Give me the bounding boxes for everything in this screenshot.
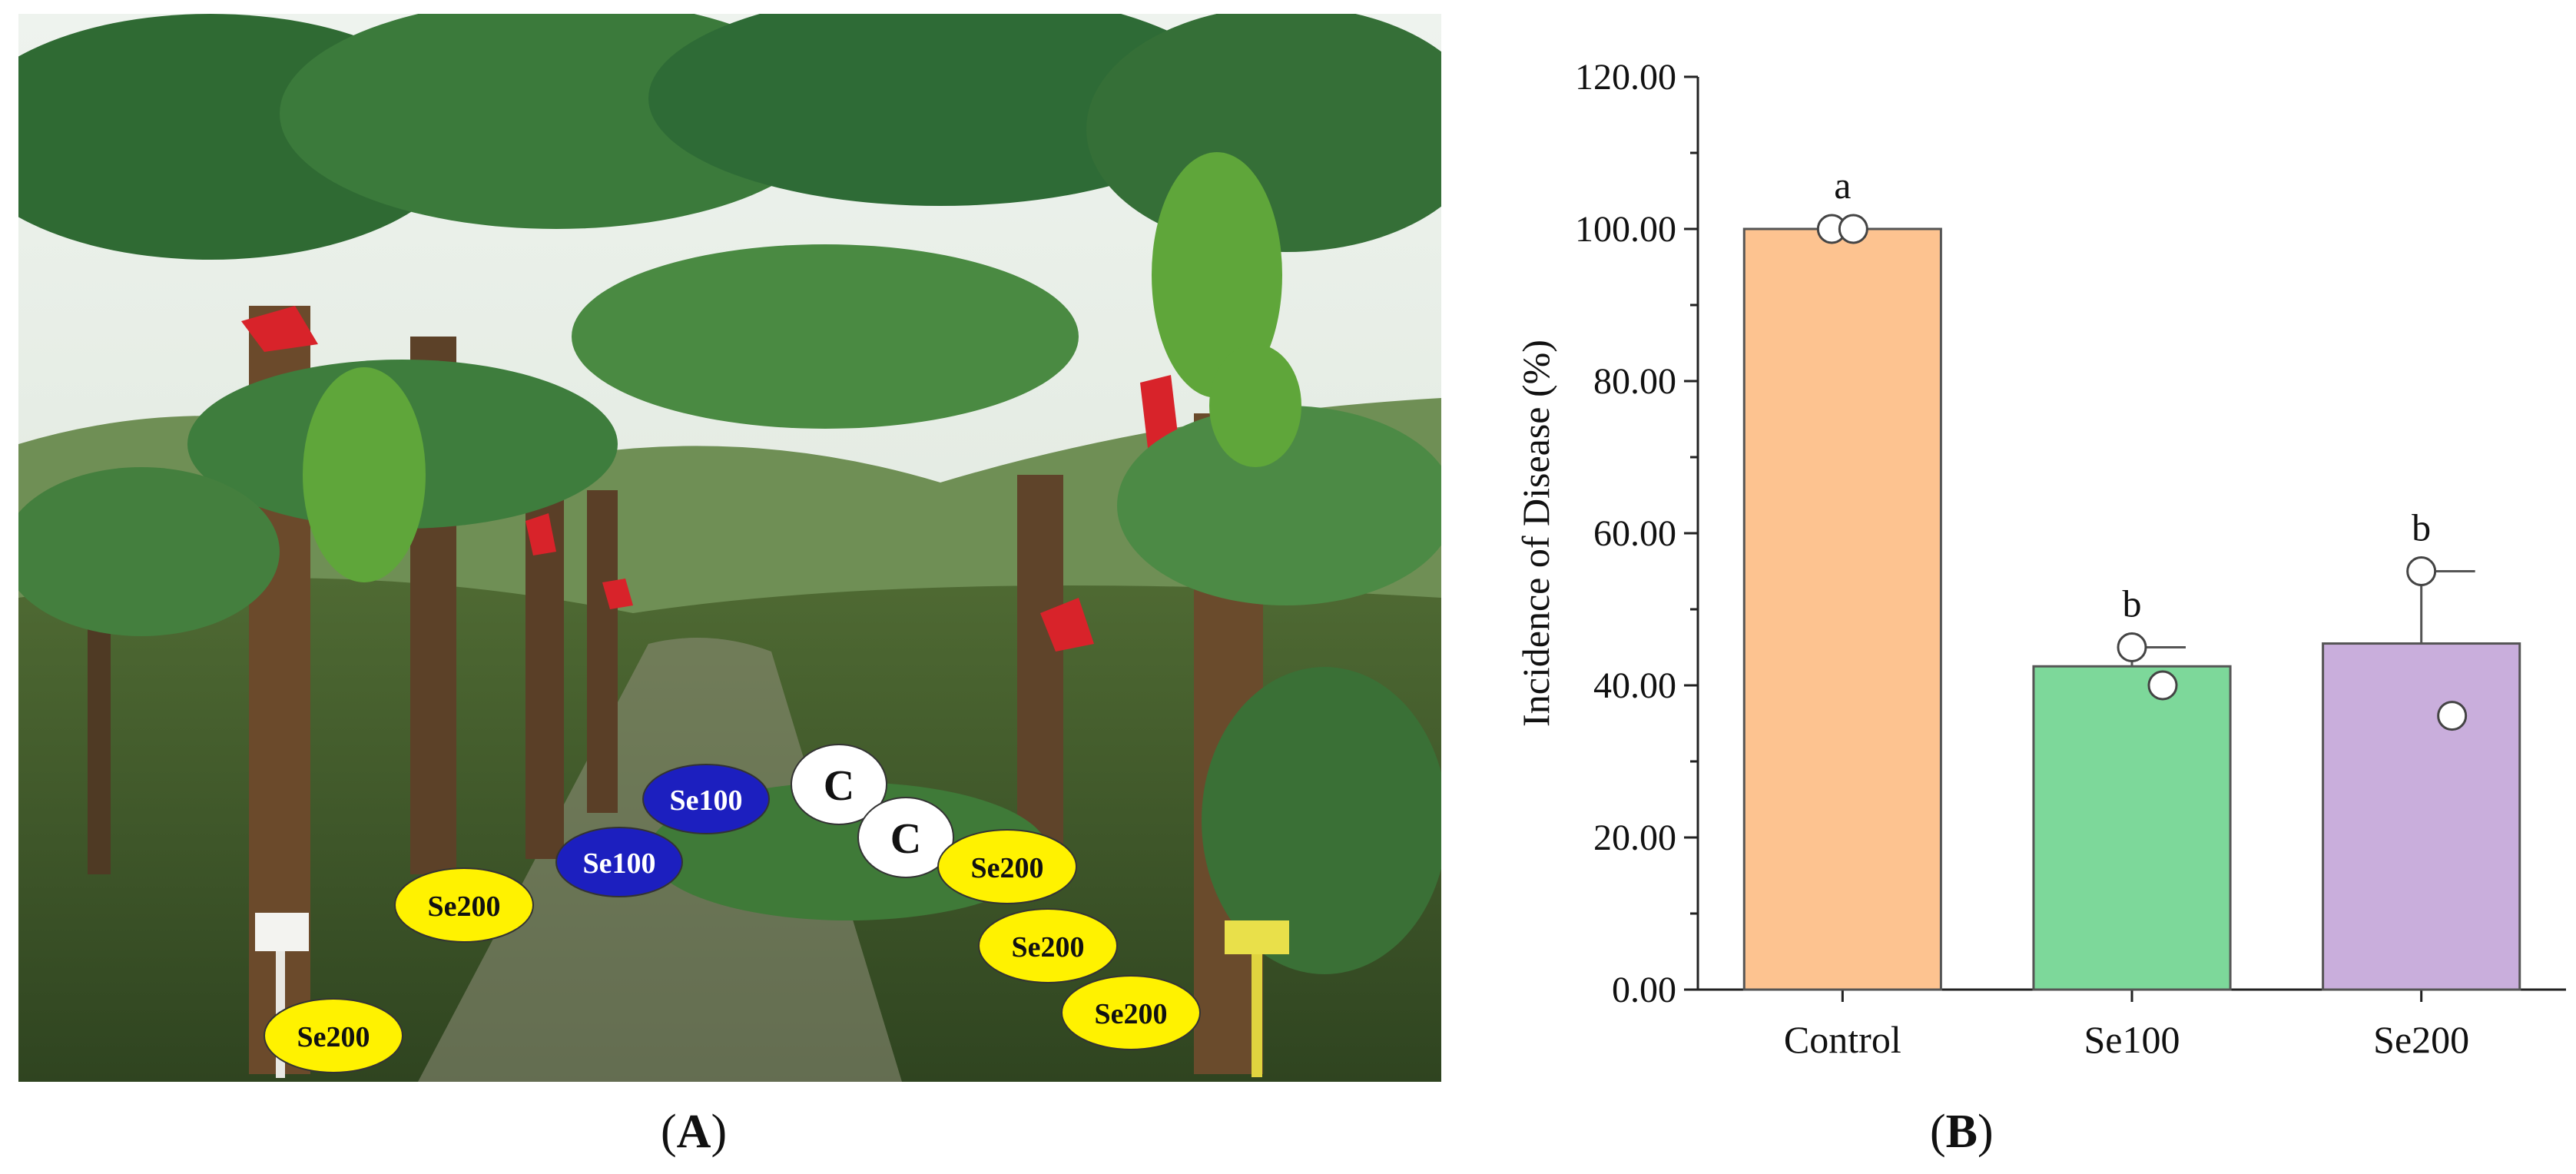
treatment-label-se200: Se200 [1061, 975, 1201, 1050]
treatment-label-c: C [857, 797, 954, 878]
treatment-label-se100: Se100 [555, 827, 683, 897]
treatment-label-se100: Se100 [642, 764, 770, 834]
label-oval [555, 827, 683, 897]
treatment-label-se200: Se200 [978, 908, 1118, 983]
label-oval [642, 764, 770, 834]
label-oval [264, 998, 403, 1073]
treatment-label-se200: Se200 [937, 829, 1077, 904]
label-text: Se100 [583, 847, 656, 880]
chart-svg: Incidence of Disease (%) 0.00 20.00 40.00 6… [1514, 57, 2566, 1061]
y-tick-label: 100.00 [1575, 209, 1676, 250]
data-point [2406, 556, 2437, 586]
y-tick-label: 80.00 [1593, 361, 1676, 402]
bars: a b b [1742, 164, 2521, 991]
label-text: Se200 [971, 852, 1044, 884]
x-tick-label: Se200 [2373, 1018, 2469, 1061]
label-text: Se200 [1012, 931, 1085, 963]
treatment-labels: Se100 Se100 CC Se200 Se200 Se200 Se200 Se200 [264, 744, 1201, 1073]
significance-letter: a [1834, 164, 1851, 207]
label-oval [937, 829, 1077, 904]
label-oval [978, 908, 1118, 983]
label-text: Se200 [428, 890, 501, 923]
treatment-label-se200: Se200 [394, 867, 534, 943]
y-tick-label: 0.00 [1612, 970, 1676, 1010]
bar-se200 [2322, 642, 2521, 991]
x-axis: Control Se100 Se200 [1698, 988, 2566, 1061]
label-text: Se200 [1095, 998, 1168, 1030]
y-axis: 0.00 20.00 40.00 60.00 80.00 100.00 120.00 [1575, 57, 1699, 1010]
data-point [1838, 214, 1868, 244]
label-oval [791, 744, 887, 825]
label-text: Se100 [670, 784, 743, 817]
significance-letter: b [2123, 582, 2142, 625]
label-oval [857, 797, 954, 878]
y-tick-label: 120.00 [1575, 57, 1676, 98]
label-text: C [824, 762, 854, 810]
y-tick-label: 60.00 [1593, 513, 1676, 554]
data-point [2117, 632, 2147, 662]
bar-control [1742, 227, 1942, 991]
label-oval [394, 867, 534, 943]
y-axis-label: Incidence of Disease (%) [1514, 340, 1557, 727]
data-point [2147, 670, 2178, 701]
banana-plantation-photo: Se100 Se100 CC Se200 Se200 Se200 Se200 Se200 [0, 0, 1486, 1082]
panel-b-caption: (B) [1930, 1106, 1994, 1158]
bar-group-se100: b [2032, 582, 2232, 991]
significance-letter: b [2412, 506, 2431, 549]
banana-leaves [0, 0, 1486, 974]
label-oval [1061, 975, 1201, 1050]
disease-incidence-chart: Incidence of Disease (%) 0.00 20.00 40.00 6… [1506, 38, 2576, 1099]
bar-group-control: a [1742, 164, 1942, 991]
bar-se100 [2032, 665, 2232, 991]
banana-bunches [303, 152, 1301, 582]
panel-a-caption: (A) [661, 1106, 728, 1158]
treatment-label-se200: Se200 [264, 998, 403, 1073]
treatment-label-c: C [791, 744, 887, 825]
bar-group-se200: b [2322, 506, 2521, 991]
y-tick-label: 40.00 [1593, 665, 1676, 706]
label-text: Se200 [297, 1021, 370, 1053]
x-tick-label: Se100 [2084, 1018, 2180, 1061]
field-photo: Se100 Se100 C C Se200 Se200 Se200 Se200 Se200 [0, 0, 1486, 1082]
data-point [2437, 701, 2468, 731]
x-tick-label: Control [1784, 1018, 1901, 1061]
label-text: C [890, 815, 921, 863]
y-tick-label: 20.00 [1593, 817, 1676, 858]
